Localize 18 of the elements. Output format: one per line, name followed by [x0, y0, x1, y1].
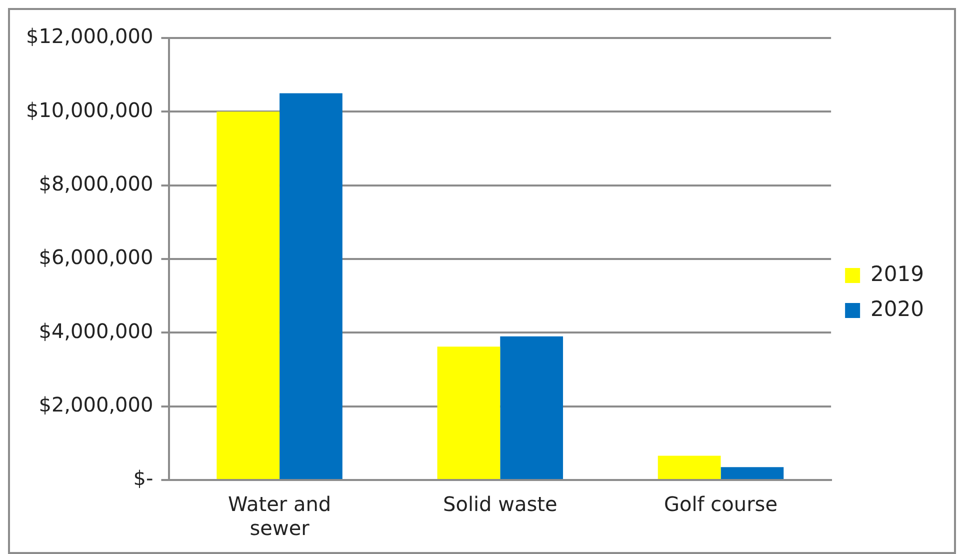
y-tick-label: $- — [133, 466, 154, 490]
bar — [280, 93, 342, 479]
bar — [720, 467, 784, 479]
bar — [658, 456, 721, 479]
y-tick-label: $12,000,000 — [26, 24, 154, 48]
bar — [437, 346, 500, 479]
x-tick-label: Golf course — [664, 492, 778, 516]
bar — [216, 112, 280, 479]
x-tick-label: Water and sewer — [228, 492, 332, 540]
y-tick-label: $10,000,000 — [26, 98, 154, 122]
y-tick-label: $2,000,000 — [38, 392, 154, 417]
legend-label: 2020 — [870, 296, 924, 321]
bar — [500, 336, 564, 479]
y-tick-label: $8,000,000 — [38, 172, 154, 196]
x-tick-label: Solid waste — [443, 492, 558, 516]
y-tick-label: $6,000,000 — [38, 245, 154, 270]
legend-label: 2019 — [870, 262, 924, 286]
y-tick-label: $4,000,000 — [38, 318, 154, 343]
